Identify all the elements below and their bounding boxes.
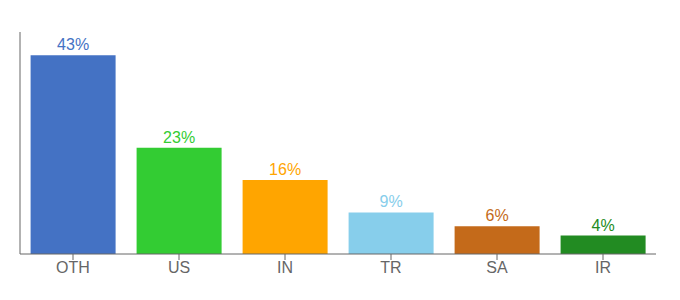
svg-text:IR: IR [595,259,611,276]
svg-text:OTH: OTH [56,259,90,276]
svg-text:4%: 4% [592,217,615,234]
svg-text:TR: TR [380,259,401,276]
svg-text:16%: 16% [269,161,301,178]
svg-text:SA: SA [486,259,508,276]
svg-text:43%: 43% [57,36,89,53]
svg-text:6%: 6% [486,207,509,224]
svg-text:US: US [168,259,190,276]
svg-text:9%: 9% [380,193,403,210]
svg-text:IN: IN [277,259,293,276]
svg-text:23%: 23% [163,129,195,146]
